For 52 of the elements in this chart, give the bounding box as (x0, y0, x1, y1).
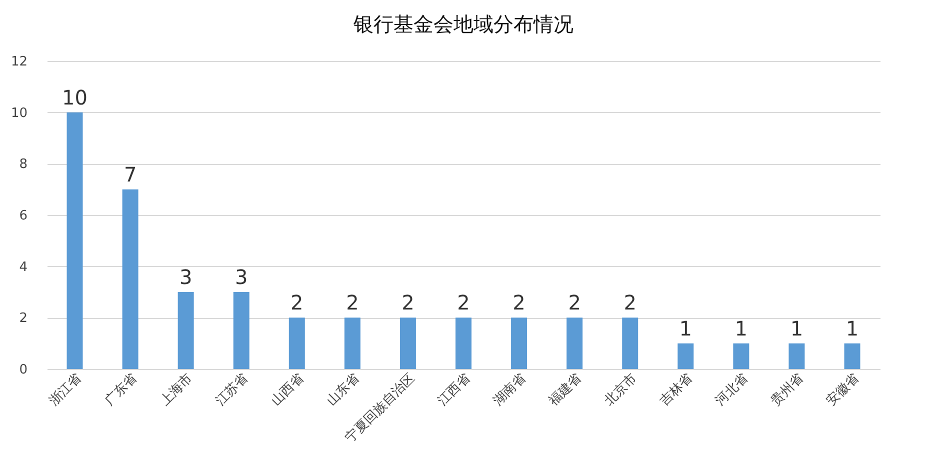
bar (844, 343, 860, 369)
x-tick-label: 河北省 (712, 370, 752, 409)
x-tick-label: 山西省 (268, 370, 307, 409)
x-tick-label: 山东省 (324, 370, 362, 409)
bar (344, 318, 360, 369)
bar (456, 318, 472, 369)
y-tick-label: 12 (10, 54, 28, 70)
y-tick-label: 4 (19, 260, 28, 275)
x-tick-label: 浙江省 (46, 370, 85, 409)
y-tick-label: 6 (19, 208, 28, 224)
data-label: 1 (734, 316, 748, 340)
x-tick-label: 安徽省 (823, 370, 862, 409)
data-label: 2 (290, 290, 304, 315)
bar (233, 292, 250, 369)
data-label: 1 (846, 316, 859, 340)
y-tick-label: 0 (19, 362, 28, 378)
data-label: 1 (790, 316, 804, 340)
bar (288, 318, 305, 369)
data-label: 3 (235, 265, 248, 289)
data-label: 2 (624, 290, 636, 315)
x-tick-label: 贵州省 (768, 370, 807, 409)
bar (178, 292, 194, 369)
chart-title: 银行基金会地域分布情况 (352, 12, 574, 36)
y-tick-label: 2 (19, 311, 28, 326)
bar (622, 318, 638, 369)
bar (400, 318, 416, 369)
bar (122, 189, 138, 369)
bar (511, 318, 528, 369)
x-tick-label: 江苏省 (213, 370, 252, 409)
y-tick-label: 10 (10, 106, 28, 121)
data-label: 1 (679, 316, 692, 340)
data-label: 10 (62, 85, 88, 110)
bar (733, 343, 750, 369)
data-label: 2 (457, 290, 470, 315)
bar (66, 112, 83, 369)
bar (678, 343, 694, 369)
data-label: 3 (179, 265, 192, 289)
data-label: 2 (512, 290, 526, 315)
x-tick-label: 上海市 (158, 370, 196, 409)
x-tick-label: 湖南省 (490, 370, 529, 409)
x-tick-label: 广东省 (102, 370, 140, 409)
data-label: 2 (568, 290, 581, 315)
x-tick-label: 江西省 (435, 370, 474, 409)
data-label: 2 (402, 290, 414, 315)
data-label: 7 (124, 162, 137, 186)
x-tick-label: 北京市 (602, 370, 640, 409)
y-tick-label: 8 (19, 157, 28, 172)
x-tick-label: 吉林省 (657, 370, 696, 409)
bar (566, 318, 583, 369)
bar (788, 343, 805, 369)
x-tick-label: 福建省 (546, 370, 584, 409)
data-label: 2 (346, 290, 359, 315)
